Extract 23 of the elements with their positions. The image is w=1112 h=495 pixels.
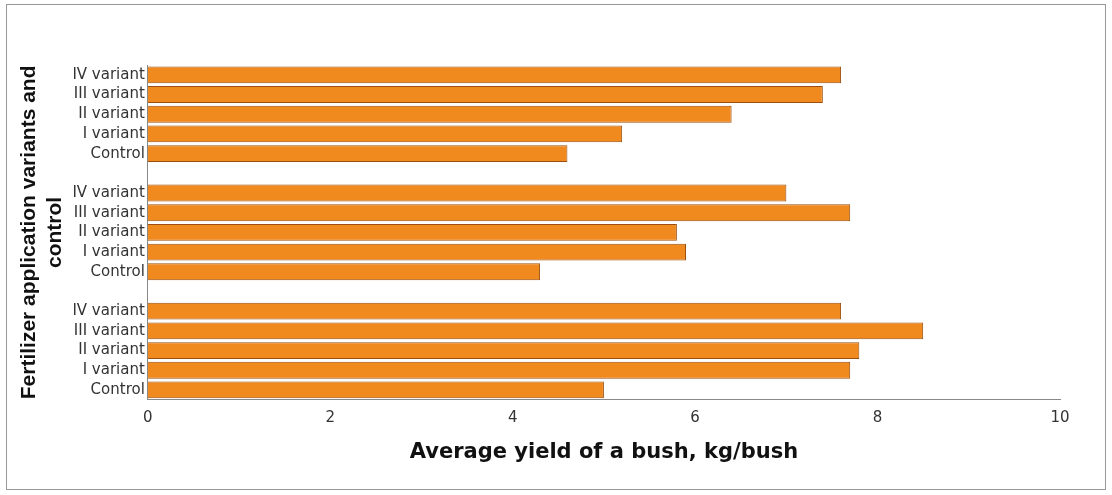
- y-tick-label: III variant: [73, 202, 145, 221]
- y-tick-label: I variant: [82, 123, 145, 142]
- y-tick-label: I variant: [82, 241, 145, 260]
- y-tick-label: IV variant: [72, 182, 145, 201]
- x-tick-label: 0: [143, 407, 153, 426]
- y-axis-title: Fertilizer application variants and control: [16, 65, 65, 400]
- y-tick-label: I variant: [82, 360, 145, 379]
- y-tick-label: III variant: [73, 320, 145, 339]
- y-tick-label: III variant: [73, 84, 145, 103]
- y-tick-label: Control: [90, 143, 145, 162]
- x-tick-label: 8: [872, 407, 883, 426]
- y-tick-label: Control: [90, 261, 145, 280]
- x-tick-label: 6: [690, 407, 700, 426]
- y-tick-label: IV variant: [72, 64, 145, 83]
- x-tick-label: 10: [1050, 407, 1070, 426]
- x-tick-label: 2: [325, 407, 336, 426]
- y-tick-label: Control: [90, 379, 145, 398]
- y-tick-label: II variant: [78, 104, 145, 123]
- x-axis-title: Average yield of a bush, kg/bush: [409, 438, 799, 463]
- x-tick-label: 4: [507, 407, 518, 426]
- y-tick-label: II variant: [78, 340, 145, 359]
- y-tick-label: IV variant: [72, 301, 145, 320]
- y-tick-label: II variant: [78, 222, 145, 241]
